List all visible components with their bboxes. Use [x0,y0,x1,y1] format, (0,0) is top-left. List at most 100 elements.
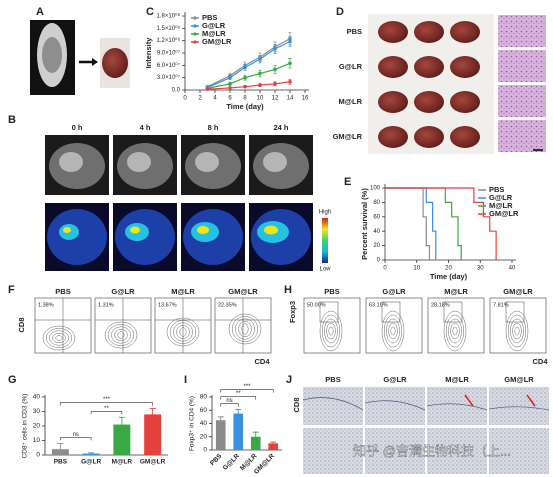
panel-a-images [30,20,130,95]
x-tick-label: 10 [413,266,420,272]
x-tick-label: 40 [509,266,516,272]
legend-swatch [193,32,197,36]
bar [233,413,244,450]
contour [326,322,336,340]
contour [104,321,138,349]
gate-percent: 1.38% [38,302,54,308]
contour [55,335,63,341]
x-tick-label: M@LR [112,459,133,466]
legend-label: M@LR [489,201,513,210]
ihc-image [303,387,363,425]
panel-j-images [302,387,550,474]
point [258,71,262,76]
heat-core [130,226,140,234]
y-tick-label: 0.0 [172,88,181,94]
y-tick-label: 100 [370,186,381,192]
y-axis-label: Percent survival (%) [360,188,369,260]
y-tick-label: 20 [200,433,208,440]
group-label: G@LR [382,287,406,296]
legend-label: PBS [489,185,504,194]
group-label: M@LR [338,97,362,106]
flow-plot [303,297,361,354]
x-tick-label: 20 [445,266,452,272]
x-axis-label: Time (day) [226,102,264,111]
ihc-image [303,428,363,474]
y-tick-label: 0 [203,447,207,454]
y-axis-label: CD8⁺ cells in CD3 (%) [22,394,29,459]
significance-bracket [60,437,92,441]
gate [505,301,525,323]
contour [114,328,128,342]
contour [328,326,334,336]
y-tick-label: 20 [373,243,380,249]
axis-label: CD8 [292,397,301,412]
y-tick-label: 1.8×10⁰⁸ [157,13,181,20]
axis-label: Foxp3 [288,301,297,323]
legend-label: G@LR [202,21,226,30]
flow-plots [34,297,547,354]
tissue-edge [302,397,364,411]
contour [443,310,467,352]
group-label: M@LR [171,287,195,296]
significance-bracket [220,389,274,393]
x-tick-label: G@LR [81,459,101,466]
significance-label: ** [104,406,109,412]
x-tick-label: 12 [272,96,279,102]
point [288,61,292,66]
series-line [385,187,431,260]
gate [319,301,339,323]
error-bar [88,452,95,454]
point [258,83,262,87]
bar [215,420,226,450]
point [243,65,247,70]
contour [169,320,197,344]
legend-swatch [193,16,197,20]
tissue-edge [364,400,426,411]
axis-label: CD8 [17,317,26,332]
contour [238,320,252,338]
y-tick-label: 80 [373,200,380,206]
x-axis-label: Time (day) [430,272,468,281]
gate-percent: 50.00% [307,302,326,308]
contour [381,310,405,352]
tissue-edge [488,406,550,411]
contour [383,314,403,348]
panel-label: F [8,284,15,296]
contour [231,316,259,342]
point [205,87,210,91]
contour [45,328,73,348]
histology-image [498,50,546,82]
liver-image [414,56,444,78]
series-line [385,187,437,260]
axis-label: CD4 [254,357,270,366]
legend-label: G@LR [489,193,513,202]
group-label: GM@LR [504,375,534,384]
y-tick-label: 30 [33,408,41,415]
time-label: 0 h [72,123,83,132]
watermark: 知乎 @吉满生物科技（上... [353,443,511,458]
contour [388,322,398,340]
contour [176,324,190,340]
gate [381,301,401,323]
panel-label: J [286,374,292,386]
arrow [464,394,474,407]
tissue-edge [426,403,488,411]
contour [319,310,343,352]
y-tick-label: 1.5×10⁰⁸ [157,25,181,32]
significance-bracket [90,411,123,415]
x-tick-label: 10 [257,96,264,102]
y-tick-label: 0 [377,258,381,264]
y-tick-label: 10 [33,437,41,444]
colorbar-label: Low [319,267,331,273]
ihc-image [365,428,425,474]
flow-plot [489,297,547,354]
liver-image [414,91,444,113]
histology-image [498,120,546,152]
flow-plot [427,297,485,354]
contour [235,318,255,340]
ihc-image [489,387,549,425]
contour [510,318,524,344]
x-tick-label: PBS [54,459,68,466]
liver-image [450,126,480,148]
contour [179,327,187,337]
